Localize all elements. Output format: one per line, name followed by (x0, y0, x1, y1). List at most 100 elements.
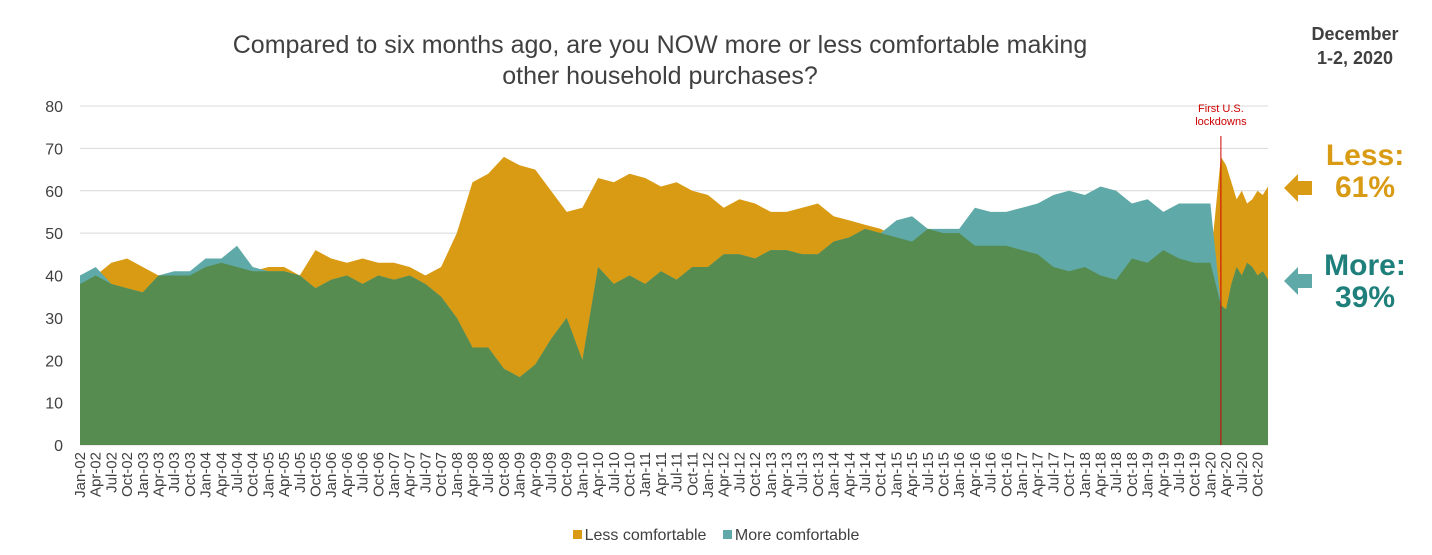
legend-item-more: More comfortable (722, 527, 860, 545)
x-tick-label: Jul-07 (417, 452, 434, 493)
x-tick-label: Jul-18 (1108, 452, 1125, 493)
x-tick-label: Apr-20 (1218, 452, 1235, 497)
less-callout: Less: 61% (1300, 140, 1430, 204)
x-tick-label: Oct-05 (308, 452, 325, 497)
x-tick-label: Jan-14 (826, 452, 843, 498)
x-tick-label: Oct-13 (810, 452, 827, 497)
x-tick-label: Jul-09 (543, 452, 560, 493)
x-tick-label: Oct-20 (1250, 452, 1267, 497)
x-tick-label: Oct-17 (1061, 452, 1078, 497)
x-tick-label: Jan-18 (1077, 452, 1094, 498)
x-tick-label: Apr-02 (88, 452, 105, 497)
x-tick-label: Jul-06 (355, 452, 372, 493)
legend-label-less: Less comfortable (584, 527, 707, 544)
x-tick-label: Jan-16 (951, 452, 968, 498)
y-tick-label: 80 (45, 99, 63, 116)
x-tick-label: Apr-06 (339, 452, 356, 497)
x-tick-label: Apr-08 (465, 452, 482, 497)
x-tick-label: Jan-04 (198, 452, 215, 498)
chart-title: Compared to six months ago, are you NOW … (170, 30, 1150, 92)
x-tick-label: Jan-07 (386, 452, 403, 498)
x-tick-label: Apr-13 (779, 452, 796, 497)
x-tick-label: Apr-03 (151, 452, 168, 497)
x-tick-label: Apr-14 (841, 452, 858, 497)
less-callout-value: 61% (1334, 171, 1396, 204)
x-tick-label: Jan-19 (1140, 452, 1157, 498)
lockdown-annotation-line-2: lockdowns (1195, 116, 1247, 128)
x-tick-label: Jan-15 (888, 452, 905, 498)
legend-item-less: Less comfortable (572, 527, 707, 545)
y-tick-label: 60 (45, 184, 63, 201)
less-callout-arrow (1284, 174, 1312, 202)
y-tick-label: 20 (45, 353, 63, 370)
x-tick-label: Jan-13 (763, 452, 780, 498)
x-tick-label: Jan-03 (135, 452, 152, 498)
x-tick-label: Jul-03 (166, 452, 183, 493)
x-tick-label: Apr-18 (1093, 452, 1110, 497)
more-callout-arrow (1284, 267, 1312, 295)
y-tick-label: 40 (45, 269, 63, 286)
x-tick-label: Apr-16 (967, 452, 984, 497)
x-tick-label: Jul-10 (606, 452, 623, 493)
x-tick-label: Jul-05 (292, 452, 309, 493)
x-tick-label: Apr-04 (213, 452, 230, 497)
y-tick-label: 70 (45, 141, 63, 158)
x-tick-label: Oct-08 (496, 452, 513, 497)
survey-date-line-2: 1-2, 2020 (1316, 48, 1394, 68)
x-tick-label: Oct-14 (873, 452, 890, 497)
x-tick-label: Apr-15 (904, 452, 921, 497)
chart-title-line-1: Compared to six months ago, are you NOW … (232, 31, 1088, 59)
x-tick-label: Jul-13 (794, 452, 811, 493)
x-tick-label: Apr-10 (590, 452, 607, 497)
less-callout-label: Less: (1325, 139, 1405, 172)
x-tick-label: Jan-06 (323, 452, 340, 498)
legend-label-more: More comfortable (734, 527, 860, 544)
x-tick-label: Oct-19 (1187, 452, 1204, 497)
lockdown-annotation-line-1: First U.S. (1198, 103, 1244, 115)
x-tick-label: Jan-11 (637, 452, 654, 497)
x-tick-label: Oct-07 (433, 452, 450, 497)
x-tick-label: Oct-06 (370, 452, 387, 497)
x-tick-label: Jul-16 (983, 452, 1000, 493)
x-tick-label: Jul-08 (480, 452, 497, 493)
x-tick-label: Jul-12 (731, 452, 748, 493)
more-callout: More: 39% (1300, 250, 1430, 314)
x-tick-label: Apr-05 (276, 452, 293, 497)
x-tick-label: Jan-02 (72, 452, 89, 498)
x-tick-label: Jul-20 (1234, 452, 1251, 493)
survey-date-line-1: December (1311, 24, 1399, 44)
y-tick-label: 10 (45, 396, 63, 413)
x-tick-label: Oct-15 (936, 452, 953, 497)
more-callout-label: More: (1324, 249, 1406, 282)
x-tick-label: Jan-09 (512, 452, 529, 498)
x-tick-label: Apr-07 (402, 452, 419, 497)
x-tick-label: Jan-05 (260, 452, 277, 498)
legend-swatch-less (572, 530, 582, 539)
x-tick-label: Oct-09 (559, 452, 576, 497)
x-tick-label: Oct-02 (119, 452, 136, 497)
x-tick-label: Jan-08 (449, 452, 466, 498)
x-tick-label: Jan-20 (1202, 452, 1219, 498)
x-tick-label: Apr-17 (1030, 452, 1047, 497)
x-tick-label: Jul-11 (669, 452, 686, 492)
x-tick-label: Apr-12 (716, 452, 733, 497)
x-tick-label: Apr-11 (653, 452, 670, 496)
x-tick-label: Jan-12 (700, 452, 717, 498)
survey-date: December 1-2, 2020 (1288, 22, 1422, 70)
y-tick-label: 30 (45, 311, 63, 328)
chart-title-line-2: other household purchases? (502, 62, 818, 90)
x-tick-label: Oct-12 (747, 452, 764, 497)
x-tick-label: Jul-15 (920, 452, 937, 493)
legend-swatch-more (722, 530, 732, 539)
x-tick-label: Oct-11 (684, 452, 701, 496)
x-tick-label: Jan-17 (1014, 452, 1031, 498)
x-tick-label: Apr-19 (1155, 452, 1172, 497)
y-tick-label: 0 (54, 438, 63, 455)
x-tick-label: Oct-10 (622, 452, 639, 497)
x-tick-label: Oct-18 (1124, 452, 1141, 497)
x-tick-label: Oct-04 (245, 452, 262, 497)
x-tick-label: Apr-09 (527, 452, 544, 497)
x-tick-label: Oct-03 (182, 452, 199, 497)
x-tick-label: Jan-10 (574, 452, 591, 498)
